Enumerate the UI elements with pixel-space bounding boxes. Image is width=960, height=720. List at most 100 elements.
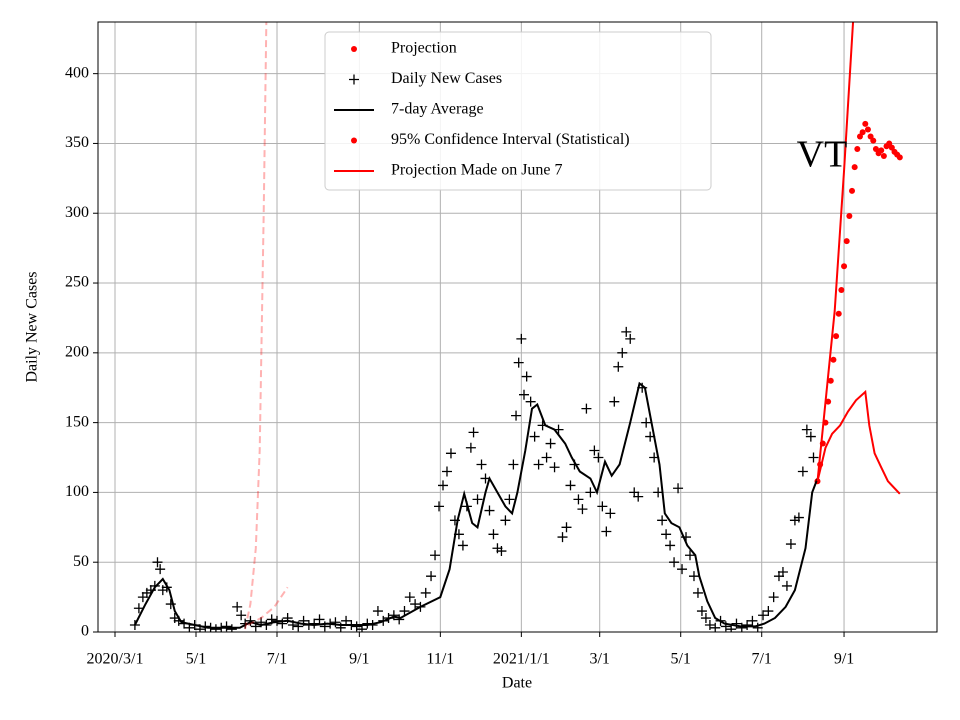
data-point [468,427,479,438]
data-point [841,263,848,270]
data-point [835,310,842,317]
data-point [601,526,612,537]
y-tick-label: 250 [65,274,89,291]
data-point [726,624,737,632]
series-line [816,22,855,482]
data-point [410,599,421,610]
data-point [565,480,576,491]
data-point [394,614,405,625]
data-point [692,587,703,598]
data-point [833,333,840,340]
data-point [500,515,511,526]
data-point [488,529,499,540]
data-point [589,445,600,456]
data-point [597,501,608,512]
data-point [777,566,788,577]
data-point [758,610,769,621]
data-point [511,410,522,421]
data-point [525,396,536,407]
data-point [210,624,221,632]
data-point [420,587,431,598]
legend-label: Daily New Cases [391,70,502,87]
data-point [533,459,544,470]
y-tick-label: 400 [65,64,89,81]
data-point [851,164,858,171]
data-point [476,459,487,470]
data-point [862,120,869,127]
data-point [155,564,166,575]
data-point [519,389,530,400]
data-point [896,154,903,161]
data-point [625,333,636,344]
data-point [617,347,628,358]
data-point [880,153,887,160]
data-point [859,129,866,136]
data-point [133,603,144,614]
data-point [864,126,871,133]
data-point [277,618,288,629]
data-point [434,501,445,512]
data-point [633,491,644,502]
data-point [457,540,468,551]
data-point [496,546,507,557]
data-point [710,622,721,632]
data-point [221,621,232,632]
x-tick-label: 11/1 [426,651,454,668]
data-point [838,287,845,294]
data-point [870,137,877,144]
data-point [516,333,527,344]
y-axis-label: Daily New Cases [24,271,41,382]
legend-marker [351,137,357,144]
x-tick-label: 9/1 [834,651,854,668]
x-tick-label: 7/1 [267,651,287,668]
series-line [244,22,268,630]
data-point [372,606,383,617]
data-point [529,431,540,442]
legend-label: Projection Made on June 7 [391,162,563,179]
data-point [399,606,410,617]
data-point [137,592,148,603]
annotation: VT [797,134,848,176]
data-point [685,550,696,561]
legend-box [324,31,712,191]
x-axis-label: Date [502,675,532,692]
data-point [426,571,437,582]
data-point [521,371,532,382]
legend-label: 7-day Average [391,101,484,118]
data-point [843,238,850,245]
y-tick-label: 350 [65,134,89,151]
data-point [846,213,853,220]
data-point [388,610,399,621]
data-point [742,620,753,631]
data-point [236,610,247,621]
legend-marker [351,46,357,52]
data-point [657,515,668,526]
data-point [472,494,483,505]
x-tick-label: 3/1 [589,651,609,668]
data-point [549,462,560,473]
data-point [351,621,362,632]
data-point [688,571,699,582]
data-point [773,571,784,582]
y-tick-label: 300 [65,204,89,221]
data-point [621,326,632,337]
data-point [768,592,779,603]
x-tick-label: 2021/1/1 [493,651,550,668]
data-point [665,540,676,551]
data-point [593,452,604,463]
data-point [129,620,140,631]
data-point [700,613,711,624]
data-point [849,187,856,194]
legend-label: Projection [391,40,457,57]
x-tick-label: 5/1 [670,651,690,668]
data-point [854,146,861,153]
data-point [232,601,243,612]
data-point [677,564,688,575]
data-point [747,615,758,626]
y-tick-label: 200 [65,343,89,360]
grid-layer [98,22,937,633]
series-line [816,389,901,495]
data-point [696,606,707,617]
data-point [808,452,819,463]
data-point [557,532,568,543]
